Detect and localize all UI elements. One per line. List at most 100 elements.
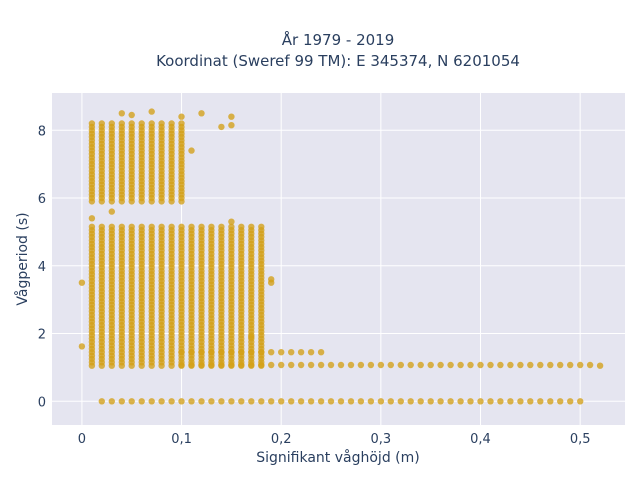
plot-background	[52, 93, 625, 425]
data-point	[168, 223, 175, 230]
data-point	[218, 361, 225, 369]
data-point	[228, 361, 235, 369]
data-point	[417, 398, 424, 405]
data-point	[447, 398, 454, 405]
data-point	[188, 147, 195, 154]
data-points	[78, 108, 604, 405]
data-point	[158, 398, 165, 405]
data-point	[278, 398, 285, 405]
data-point	[397, 398, 404, 405]
data-point	[288, 349, 295, 356]
data-point	[88, 223, 96, 230]
data-point	[98, 120, 106, 127]
data-point	[278, 349, 285, 356]
data-point	[557, 361, 564, 369]
data-point	[337, 361, 345, 369]
data-point	[98, 398, 106, 405]
data-point	[228, 398, 235, 405]
x-tick-label: 0,5	[570, 432, 591, 447]
data-point	[547, 398, 554, 405]
y-axis-label: Vågperiod (s)	[14, 212, 31, 305]
data-point	[198, 223, 205, 230]
data-point	[427, 361, 434, 369]
data-point	[477, 361, 484, 369]
x-tick-label: 0	[78, 432, 86, 447]
tick-labels: 0 0,1 0,2 0,3 0,4 0,5 0 2 4 6 8	[38, 124, 591, 447]
data-point	[586, 361, 594, 369]
data-point	[527, 398, 534, 405]
data-point	[248, 349, 255, 356]
data-point	[397, 361, 404, 369]
data-point	[178, 120, 185, 127]
data-point	[148, 223, 155, 230]
data-point	[208, 349, 215, 356]
data-point	[268, 361, 275, 369]
y-tick-label: 8	[38, 124, 46, 139]
data-point	[487, 398, 494, 405]
data-point	[138, 120, 145, 127]
data-point	[78, 343, 86, 350]
data-point	[337, 398, 345, 405]
data-point	[437, 361, 444, 369]
x-tick-label: 0,3	[371, 432, 392, 447]
data-point	[118, 398, 126, 405]
data-point	[188, 398, 195, 405]
data-point	[367, 361, 375, 369]
data-point	[437, 398, 444, 405]
data-point	[567, 361, 574, 369]
data-point	[268, 398, 275, 405]
data-point	[297, 361, 305, 369]
data-point	[477, 398, 484, 405]
data-point	[218, 398, 225, 405]
data-point	[248, 398, 255, 405]
data-point	[158, 223, 165, 230]
y-tick-label: 6	[38, 192, 46, 207]
data-point	[357, 398, 365, 405]
data-point	[88, 215, 96, 222]
data-point	[108, 208, 116, 215]
data-point	[268, 349, 275, 356]
data-point	[218, 349, 225, 356]
data-point	[567, 398, 574, 405]
data-point	[228, 113, 235, 120]
data-point	[417, 361, 424, 369]
data-point	[138, 223, 145, 230]
data-point	[258, 223, 265, 230]
data-point	[347, 398, 355, 405]
data-point	[317, 349, 325, 356]
data-point	[327, 398, 335, 405]
grid-lines	[52, 93, 625, 425]
data-point	[178, 349, 185, 356]
data-point	[98, 223, 106, 230]
data-point	[357, 361, 365, 369]
data-point	[517, 361, 524, 369]
data-point	[178, 223, 185, 230]
y-tick-label: 4	[38, 260, 46, 275]
data-point	[188, 361, 195, 369]
x-axis-label: Signifikant våghöjd (m)	[256, 449, 419, 466]
data-point	[148, 398, 155, 405]
data-point	[238, 361, 245, 369]
data-point	[168, 398, 175, 405]
data-point	[307, 349, 315, 356]
data-point	[78, 279, 86, 286]
data-point	[198, 398, 205, 405]
data-point	[128, 120, 135, 127]
y-tick-label: 0	[38, 395, 46, 410]
data-point	[118, 223, 126, 230]
chart-title-line1: År 1979 - 2019	[282, 30, 395, 49]
data-point	[108, 120, 116, 127]
data-point	[497, 361, 504, 369]
data-point	[198, 349, 205, 356]
data-point	[447, 361, 454, 369]
data-point	[118, 110, 126, 117]
data-point	[208, 398, 215, 405]
data-point	[128, 223, 135, 230]
data-point	[497, 398, 504, 405]
data-point	[248, 223, 255, 230]
data-point	[307, 398, 315, 405]
data-point	[517, 398, 524, 405]
data-point	[387, 361, 394, 369]
data-point	[158, 120, 165, 127]
data-point	[228, 218, 235, 225]
